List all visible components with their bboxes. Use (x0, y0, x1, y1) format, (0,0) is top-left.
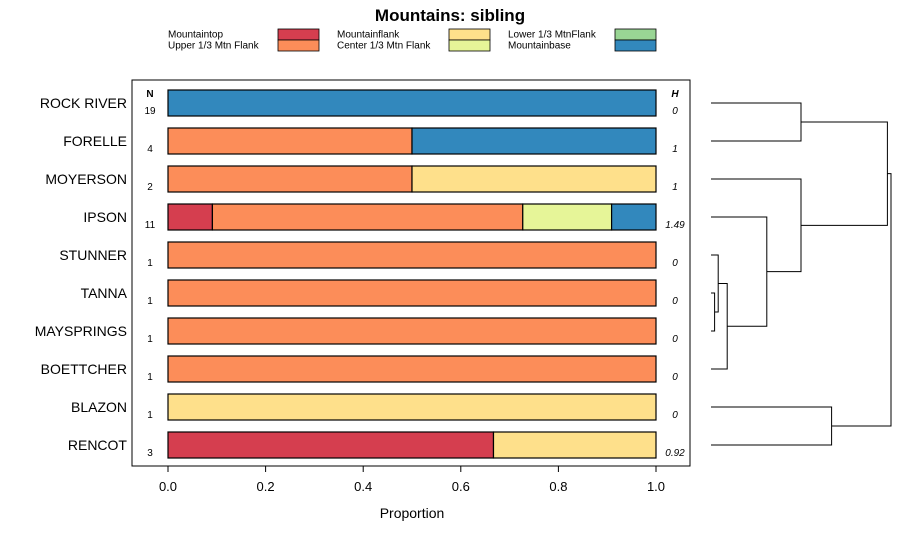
dendrogram-link-upper-group (801, 121, 888, 226)
h-value-rencot: 0.92 (665, 448, 685, 459)
n-value-rencot: 3 (147, 448, 153, 459)
h-value-moyerson: 1 (672, 182, 678, 193)
n-value-boettcher: 1 (147, 372, 153, 383)
row-label-moyerson: MOYERSON (45, 171, 127, 187)
row-label-boettcher: BOETTCHER (41, 361, 127, 377)
bar-segment-maysprings-upper-1-3-mtn-flank (167, 317, 657, 345)
row-label-rock-river: ROCK RIVER (40, 95, 127, 111)
bar-segment-stunner-upper-1-3-mtn-flank (167, 241, 657, 269)
x-tick-label-0: 0.0 (159, 479, 177, 494)
legend-swatch-mountaintop (277, 28, 320, 41)
h-value-blazon: 0 (672, 410, 678, 421)
dendrogram-link-boett-group (711, 283, 728, 370)
dendrogram-link-tanna-mays (711, 292, 716, 332)
n-column-header: N (146, 89, 153, 100)
h-value-boettcher: 0 (672, 372, 678, 383)
bar-row-ipson (167, 203, 657, 231)
n-value-stunner: 1 (147, 258, 153, 269)
bar-segment-boettcher-upper-1-3-mtn-flank (167, 355, 657, 383)
n-value-tanna: 1 (147, 296, 153, 307)
h-value-rock-river: 0 (672, 106, 678, 117)
n-value-forelle: 4 (147, 144, 153, 155)
legend-label-center-1-3-mtn-flank: Center 1/3 Mtn Flank (337, 41, 431, 52)
plot-frame (131, 79, 691, 467)
x-axis-title: Proportion (380, 505, 445, 521)
legend-swatch-mountainflank (448, 28, 491, 41)
row-label-maysprings: MAYSPRINGS (35, 323, 127, 339)
legend-label-lower-1-3-mtnflank: Lower 1/3 MtnFlank (508, 30, 597, 41)
bar-row-moyerson (167, 165, 657, 193)
row-label-stunner: STUNNER (59, 247, 127, 263)
n-value-ipson: 11 (145, 220, 156, 231)
bar-segment-tanna-upper-1-3-mtn-flank (167, 279, 657, 307)
h-value-stunner: 0 (672, 258, 678, 269)
n-value-maysprings: 1 (147, 334, 153, 345)
bar-segment-blazon-mountainflank (167, 393, 657, 421)
legend-swatch-lower-1-3-mtnflank (614, 28, 657, 41)
x-tick-label-4: 0.8 (549, 479, 567, 494)
n-value-moyerson: 2 (147, 182, 153, 193)
bar-segment-moyerson-upper-1-3-mtn-flank (167, 165, 413, 193)
legend-label-upper-1-3-mtn-flank: Upper 1/3 Mtn Flank (168, 41, 260, 52)
legend-swatch-upper-1-3-mtn-flank (277, 39, 320, 52)
bar-segment-rencot-mountaintop (167, 431, 495, 459)
x-tick-label-3: 0.6 (452, 479, 470, 494)
dendrogram (711, 102, 892, 446)
legend-swatch-mountainbase (614, 39, 657, 52)
h-value-forelle: 1 (672, 144, 678, 155)
bar-segment-ipson-upper-1-3-mtn-flank (211, 203, 524, 231)
chart-title: Mountains: sibling (375, 6, 525, 25)
bar-segment-forelle-mountainbase (411, 127, 657, 155)
x-tick-label-5: 1.0 (647, 479, 665, 494)
bar-row-forelle (167, 127, 657, 155)
bar-row-rock-river (167, 89, 657, 117)
x-tick-label-2: 0.4 (354, 479, 372, 494)
n-value-blazon: 1 (147, 410, 153, 421)
bar-segment-ipson-mountainbase (610, 203, 657, 231)
dendrogram-link-rock-forelle (711, 102, 802, 142)
h-value-ipson: 1.49 (665, 220, 685, 231)
bar-row-boettcher (167, 355, 657, 383)
bar-segment-ipson-center-1-3-mtn-flank (522, 203, 613, 231)
bar-segment-ipson-mountaintop (167, 203, 214, 231)
legend-label-mountainbase: Mountainbase (508, 41, 571, 52)
row-label-rencot: RENCOT (68, 437, 128, 453)
bar-row-rencot (167, 431, 657, 459)
bars-group (167, 89, 657, 459)
dendrogram-link-moyerson-group (711, 178, 802, 273)
x-tick-label-1: 0.2 (257, 479, 275, 494)
row-label-tanna: TANNA (81, 285, 128, 301)
h-value-tanna: 0 (672, 296, 678, 307)
x-axis: 0.0 0.2 0.4 0.6 0.8 1.0 (159, 466, 665, 494)
legend-label-mountaintop: Mountaintop (168, 30, 223, 41)
dendrogram-link-root (831, 173, 892, 427)
dendrogram-link-ipson-group (711, 216, 768, 327)
bar-segment-forelle-upper-1-3-mtn-flank (167, 127, 413, 155)
row-label-ipson: IPSON (83, 209, 127, 225)
bar-row-stunner (167, 241, 657, 269)
n-value-rock-river: 19 (144, 106, 156, 117)
legend-label-mountainflank: Mountainflank (337, 30, 400, 41)
row-label-blazon: BLAZON (71, 399, 127, 415)
row-label-forelle: FORELLE (63, 133, 127, 149)
bar-row-maysprings (167, 317, 657, 345)
bar-row-blazon (167, 393, 657, 421)
bar-segment-moyerson-mountainflank (411, 165, 657, 193)
bar-segment-rock-river-mountainbase (167, 89, 657, 117)
h-value-maysprings: 0 (672, 334, 678, 345)
bar-row-tanna (167, 279, 657, 307)
legend-swatch-center-1-3-mtn-flank (448, 39, 491, 52)
bar-segment-rencot-mountainflank (492, 431, 657, 459)
dendrogram-link-blazon-rencot (711, 406, 833, 446)
h-column-header: H (671, 89, 679, 100)
